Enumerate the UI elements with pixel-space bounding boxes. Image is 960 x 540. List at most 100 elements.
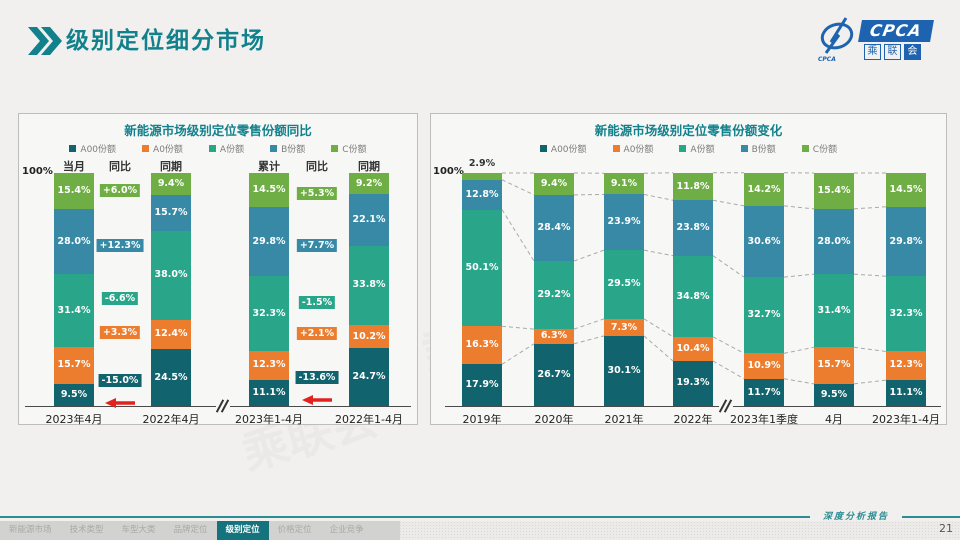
- bar-segment-A00: 11.1%: [886, 380, 926, 406]
- segment-label: 32.3%: [889, 308, 923, 320]
- legend-item: B份额: [740, 142, 776, 155]
- segment-label: 11.1%: [252, 387, 286, 399]
- bar-segment-B: 29.8%: [886, 206, 926, 277]
- segment-connector-lines: [501, 172, 887, 385]
- segment-label: 10.4%: [676, 342, 710, 354]
- segment-label: 22.1%: [352, 214, 386, 226]
- bar-segment-B: 23.9%: [604, 194, 644, 251]
- yoy-diff-label: -6.6%: [101, 292, 139, 306]
- segment-label: 29.2%: [537, 289, 571, 301]
- bar-segment-A: 31.4%: [54, 274, 94, 348]
- bar-segment-A00: 9.5%: [814, 383, 854, 406]
- chart-plot-area: 100% 当月 同比 同期 9.5% 15.7% 31.4% 28.0% 15.4% 2023年…: [19, 114, 417, 426]
- footer-rule-right: [902, 516, 960, 518]
- yoy-diff-label: -15.0%: [98, 374, 142, 388]
- chart-title: 新能源市场级别定位零售份额同比: [124, 123, 312, 138]
- segment-label: 14.5%: [252, 184, 286, 195]
- segment-label: 28.0%: [57, 235, 91, 247]
- legend-label: C份额: [342, 145, 367, 155]
- nav-tab-5[interactable]: 级别定位: [216, 521, 269, 540]
- y-axis-label: 100%: [433, 166, 464, 177]
- yoy-diff-label: -13.6%: [295, 371, 339, 385]
- bar-segment-C: 14.5%: [249, 173, 289, 207]
- segment-label: 17.9%: [465, 379, 499, 391]
- bar-segment-C: 9.4%: [534, 173, 574, 195]
- x-axis-label: 2023年1-4月: [235, 413, 303, 426]
- segment-label: 10.9%: [747, 360, 781, 372]
- cpca-subtext-char: 乘: [864, 44, 881, 60]
- bar-segment-B: 15.7%: [151, 194, 191, 232]
- x-axis-label: 2023年4月: [45, 413, 103, 426]
- legend-label: A0份额: [623, 145, 654, 155]
- segment-label: 7.3%: [610, 321, 638, 333]
- legend-swatch-icon: [539, 145, 547, 152]
- legend-item: A0份额: [612, 142, 654, 155]
- bar-segment-A0: 10.9%: [744, 353, 784, 379]
- cpca-subtext-char: 联: [884, 44, 901, 60]
- axis-break-icon: [215, 398, 230, 414]
- segment-label: 11.7%: [747, 386, 781, 398]
- nav-tab-2[interactable]: 技术类型: [69, 525, 104, 535]
- bar-segment-C: 9.1%: [604, 173, 644, 195]
- segment-label: 30.1%: [607, 364, 641, 376]
- bar-segment-C: 9.4%: [151, 173, 191, 195]
- legend-swatch-icon: [208, 145, 216, 152]
- nav-tab-4[interactable]: 品牌定位: [173, 525, 208, 535]
- segment-label: 9.4%: [540, 178, 568, 189]
- bar-segment-B: 22.1%: [349, 194, 389, 246]
- bar-segment-A00: 24.7%: [349, 348, 389, 406]
- bar-segment-B: 30.6%: [744, 205, 784, 278]
- legend-item: C份额: [801, 142, 838, 155]
- segment-label: 30.6%: [747, 235, 781, 247]
- legend-swatch-icon: [142, 145, 150, 152]
- page-title: 级别定位细分市场: [66, 28, 266, 54]
- segment-label: 23.9%: [607, 216, 641, 228]
- x-axis: [445, 406, 941, 407]
- legend-label: C份额: [812, 145, 838, 155]
- axis-break-icon: [718, 398, 733, 414]
- footer-note: 深度分析报告: [822, 512, 889, 522]
- x-axis-label: 2021年: [604, 413, 644, 426]
- x-axis-label: 2020年: [534, 413, 574, 426]
- nav-tab-3[interactable]: 车型大类: [121, 525, 156, 535]
- section-nav-tabs: 新能源市场 技术类型 车型大类 品牌定位 级别定位 价格定位 企业竞争: [0, 521, 400, 540]
- bar-segment-A: 32.3%: [249, 276, 289, 352]
- page-number: 21: [939, 522, 953, 535]
- nav-tab-6[interactable]: 价格定位: [277, 525, 312, 535]
- segment-label: 10.2%: [352, 330, 386, 342]
- x-axis-label: 2022年4月: [142, 413, 200, 426]
- bar-segment-A: 50.1%: [462, 209, 502, 327]
- legend-item: A00份额: [69, 142, 116, 155]
- bar-segment-A0: 16.3%: [462, 326, 502, 365]
- segment-label: 19.3%: [676, 377, 710, 389]
- legend-item: A00份额: [539, 142, 587, 155]
- bar-segment-A: 32.7%: [744, 277, 784, 354]
- column-header: 同期: [358, 160, 380, 173]
- yoy-diff-label: +3.3%: [99, 326, 141, 340]
- cpca-emblem-text: CPCA: [818, 56, 836, 63]
- x-axis-label: 2019年: [462, 413, 502, 426]
- legend-label: B份额: [281, 145, 306, 155]
- segment-label: 24.7%: [352, 371, 386, 383]
- segment-label: 28.0%: [817, 235, 851, 247]
- column-header: 当月: [63, 160, 85, 173]
- segment-label: 32.3%: [252, 308, 286, 320]
- legend-label: B份额: [751, 145, 776, 155]
- cpca-wordmark: CPCA 乘联会: [858, 20, 934, 60]
- bar-segment-C: 15.4%: [54, 173, 94, 209]
- bar-segment-A: 29.5%: [604, 250, 644, 319]
- bar-segment-A00: 11.7%: [744, 378, 784, 406]
- bar-segment-A: 32.3%: [886, 276, 926, 352]
- bar-segment-A0: 12.4%: [151, 320, 191, 349]
- bar-segment-B: 28.0%: [54, 208, 94, 275]
- segment-label: 14.2%: [747, 183, 781, 195]
- segment-label: 2.9%: [468, 158, 496, 169]
- x-axis-label: 2023年1季度: [730, 413, 798, 426]
- segment-label: 12.3%: [889, 359, 923, 371]
- segment-label: 11.8%: [676, 180, 710, 192]
- nav-tab-1[interactable]: 新能源市场: [9, 525, 52, 535]
- bar-segment-A: 31.4%: [814, 274, 854, 348]
- nav-tab-7[interactable]: 企业竞争: [329, 525, 364, 535]
- cpca-wordmark-text: CPCA: [868, 21, 924, 40]
- bar-segment-A0: 10.4%: [673, 336, 713, 362]
